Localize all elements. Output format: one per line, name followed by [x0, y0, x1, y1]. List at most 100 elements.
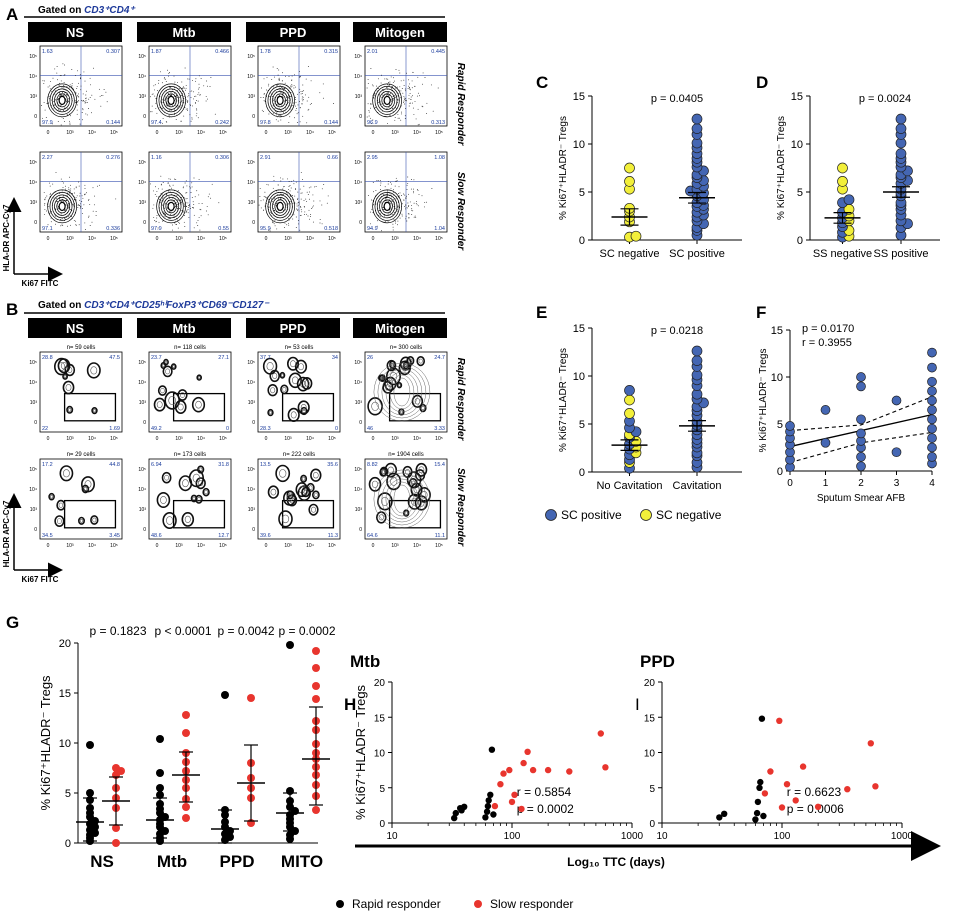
contour-ring — [377, 472, 427, 526]
event-dot — [273, 180, 275, 182]
event-dot — [392, 229, 394, 231]
event-dot — [186, 108, 188, 110]
density-core — [276, 95, 284, 106]
contour-blob-inner — [57, 518, 62, 524]
event-dot — [370, 107, 371, 109]
event-dot — [421, 105, 423, 107]
event-dot — [408, 193, 410, 195]
flow-ytick: 10⁵ — [29, 360, 37, 366]
event-dot — [191, 197, 193, 199]
legend-sc-negative-marker — [640, 509, 652, 521]
quad-ll: 97.4 — [151, 120, 162, 126]
event-dot — [89, 225, 91, 226]
event-dot — [61, 94, 63, 96]
event-dot — [178, 96, 180, 98]
flow-xtick: 0 — [47, 543, 50, 549]
event-dot — [58, 196, 60, 198]
density-contour — [56, 199, 68, 214]
quad-ur: 24.7 — [434, 355, 445, 361]
event-dot — [395, 96, 396, 98]
contour-blob-inner — [300, 403, 307, 411]
contour-blob — [311, 490, 320, 500]
event-dot — [91, 112, 92, 114]
event-dot — [405, 197, 407, 199]
event-dot — [63, 201, 65, 203]
event-dot — [163, 78, 165, 80]
contour-blob — [153, 397, 166, 412]
gate-box — [63, 499, 117, 529]
contour-blob-inner — [63, 374, 67, 379]
contour-blob — [163, 358, 169, 366]
event-dot — [297, 104, 299, 106]
event-dot — [200, 209, 202, 211]
chart-f-point — [927, 362, 937, 373]
event-dot — [175, 98, 176, 100]
chart-h-point-rapid — [484, 802, 492, 810]
event-dot — [284, 222, 286, 224]
event-dot — [271, 201, 273, 203]
event-dot — [66, 94, 68, 96]
event-dot — [279, 90, 281, 92]
flow-xtick: 10⁵ — [328, 436, 336, 442]
contour-blob — [262, 357, 278, 375]
event-dot — [51, 123, 53, 125]
event-dot — [197, 88, 199, 90]
event-dot — [403, 97, 405, 99]
flow-xtick: 0 — [265, 436, 268, 442]
event-dot — [293, 183, 295, 185]
contour-blob-inner — [268, 410, 272, 415]
event-dot — [156, 215, 158, 217]
event-dot — [193, 91, 195, 93]
event-dot — [184, 226, 186, 227]
contour-blob-inner — [381, 470, 385, 475]
contour-blob — [267, 485, 280, 499]
flow-ytick: 10⁴ — [138, 487, 146, 493]
quad-lr: 1.69 — [109, 426, 120, 432]
event-dot — [187, 78, 189, 80]
event-dot — [296, 108, 298, 110]
quad-ll: 28.3 — [260, 426, 271, 432]
event-dot — [75, 224, 77, 226]
event-dot — [169, 185, 171, 187]
chart-e-ylabel: % Ki67⁺HLADR⁻ Tregs — [558, 348, 569, 452]
quad-ur: 0.307 — [106, 49, 120, 55]
event-dot — [160, 183, 162, 185]
contour-blob-inner — [414, 398, 421, 405]
event-dot — [273, 175, 275, 177]
flow-ytick: 0 — [252, 527, 255, 533]
event-dot — [374, 95, 376, 97]
event-dot — [315, 186, 317, 187]
event-dot — [183, 203, 185, 205]
event-dot — [301, 93, 303, 95]
density-contour — [267, 86, 293, 115]
event-dot — [162, 196, 164, 198]
chart-h-point-slow — [566, 768, 573, 775]
event-dot — [412, 210, 414, 212]
flow-xtick: 10⁵ — [110, 543, 118, 549]
event-dot — [65, 99, 67, 101]
chart-h-ylabel: % Ki67⁺HLADR⁻ Tregs — [353, 684, 368, 820]
event-dot — [272, 112, 274, 114]
chart-f-xlabel: Sputum Smear AFB — [817, 493, 906, 504]
event-dot — [86, 102, 88, 104]
event-dot — [411, 207, 413, 209]
event-dot — [205, 95, 207, 97]
contour-blob-inner — [49, 494, 54, 499]
event-dot — [410, 102, 411, 104]
event-dot — [397, 117, 399, 119]
flow-xtick: 10⁴ — [413, 130, 421, 136]
contour-blob-inner — [79, 518, 84, 523]
event-dot — [175, 98, 176, 100]
contour-blob — [57, 358, 71, 374]
event-dot — [71, 94, 73, 96]
flow-ytick: 10³ — [355, 200, 363, 206]
event-dot — [410, 99, 412, 100]
event-dot — [306, 213, 307, 215]
event-dot — [400, 90, 402, 92]
chart-d-xtick-label: SS positive — [873, 248, 928, 260]
event-dot — [183, 205, 185, 207]
event-dot — [417, 76, 419, 78]
event-dot — [193, 227, 195, 229]
event-dot — [76, 195, 78, 197]
density-core — [58, 95, 66, 106]
